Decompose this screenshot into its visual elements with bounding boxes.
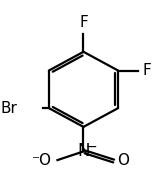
Text: F: F	[79, 15, 88, 30]
Text: ⁻O: ⁻O	[32, 152, 52, 168]
Text: O: O	[117, 152, 129, 168]
Text: F: F	[143, 63, 151, 78]
Text: Br: Br	[0, 101, 17, 116]
Text: N: N	[77, 142, 90, 160]
Text: −: −	[86, 140, 97, 154]
